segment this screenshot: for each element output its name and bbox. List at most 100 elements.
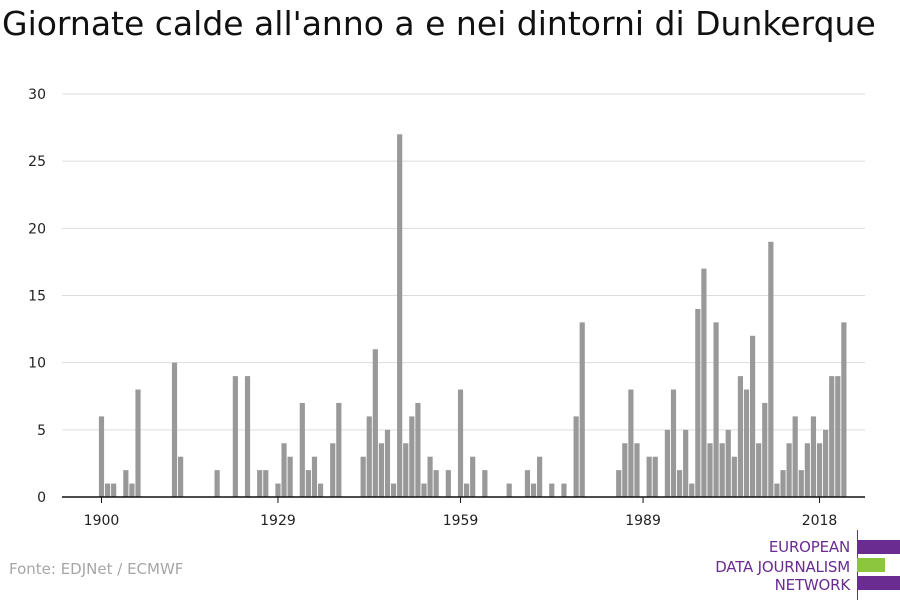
bar-2003 — [725, 429, 731, 497]
bar-1988 — [634, 443, 640, 497]
bar-1991 — [652, 456, 658, 497]
bar-1947 — [384, 429, 391, 497]
bar-2020 — [829, 376, 835, 497]
bar-1946 — [378, 443, 385, 497]
bar-2005 — [737, 376, 744, 497]
bar-1955 — [433, 470, 439, 497]
bar-1979 — [579, 322, 585, 497]
bar-1934 — [305, 470, 311, 497]
bar-1948 — [390, 483, 397, 497]
bar-2017 — [810, 416, 817, 497]
bar-1931 — [287, 456, 293, 497]
bar-2002 — [719, 443, 725, 497]
bar-2001 — [713, 322, 719, 497]
bar-1936 — [317, 483, 324, 497]
logo-bar-2 — [857, 558, 885, 572]
x-tick-labels: 1900 1929 1959 1989 2018 — [84, 497, 838, 529]
bar-1959 — [457, 389, 464, 497]
bar-1905 — [129, 483, 135, 497]
y-tick-label: 30 — [28, 87, 46, 103]
bar-1987 — [628, 389, 634, 497]
bar-2007 — [750, 335, 756, 497]
bars — [98, 134, 847, 498]
bar-1919 — [214, 470, 220, 497]
bar-2015 — [798, 470, 804, 497]
bar-1951 — [409, 416, 415, 497]
bar-2000 — [707, 443, 713, 497]
bar-2018 — [816, 443, 823, 497]
bar-2012 — [780, 470, 786, 497]
bar-1997 — [689, 483, 695, 497]
bar-1935 — [311, 456, 318, 497]
bar-2008 — [756, 443, 762, 497]
bar-1998 — [695, 308, 701, 497]
x-tick-label: 1929 — [260, 513, 296, 529]
bar-1900 — [98, 416, 105, 497]
bar-1913 — [178, 456, 184, 497]
bar-1933 — [299, 402, 305, 497]
bar-1960 — [464, 483, 470, 497]
bar-2010 — [768, 241, 774, 497]
y-tick-label: 5 — [37, 423, 46, 439]
bar-2021 — [835, 376, 841, 497]
y-tick-labels: 0 5 10 15 20 25 30 — [28, 87, 46, 506]
bar-1927 — [263, 470, 269, 497]
bar-1912 — [171, 362, 178, 497]
bar-1939 — [336, 402, 342, 497]
bar-1901 — [104, 483, 111, 497]
bar-1929 — [275, 483, 281, 497]
bar-1930 — [281, 443, 287, 497]
bar-1954 — [427, 456, 433, 497]
bar-1922 — [232, 376, 238, 497]
bar-1993 — [664, 429, 670, 497]
x-tick-label: 1900 — [84, 513, 120, 529]
logo-line-1: EUROPEAN — [768, 538, 850, 556]
bar-1963 — [482, 470, 488, 497]
bar-2016 — [804, 443, 810, 497]
bar-2004 — [731, 456, 737, 497]
bar-1945 — [372, 349, 378, 497]
bar-1938 — [330, 443, 336, 497]
y-tick-label: 0 — [37, 490, 46, 506]
y-tick-label: 20 — [28, 221, 46, 237]
bar-2009 — [762, 402, 768, 497]
bar-1971 — [530, 483, 537, 497]
bar-1904 — [123, 470, 129, 497]
bar-1967 — [506, 483, 512, 497]
bar-1970 — [524, 470, 531, 497]
bar-1952 — [415, 402, 421, 497]
x-tick-label: 1989 — [625, 513, 661, 529]
bar-1999 — [701, 268, 707, 497]
logo-line-2: DATA JOURNALISM — [715, 558, 850, 576]
bar-1974 — [549, 483, 555, 497]
bar-2014 — [792, 416, 798, 497]
bar-1926 — [257, 470, 263, 497]
bar-1972 — [537, 456, 543, 497]
bar-1902 — [111, 483, 117, 497]
bar-2011 — [774, 483, 780, 497]
bar-1985 — [616, 470, 622, 497]
y-tick-label: 25 — [28, 154, 46, 170]
bar-1953 — [421, 483, 427, 497]
bar-2006 — [743, 389, 750, 497]
bar-1944 — [366, 416, 372, 497]
x-tick-label: 2018 — [802, 513, 838, 529]
bar-1976 — [561, 483, 567, 497]
bar-1906 — [135, 389, 141, 497]
y-tick-label: 10 — [28, 356, 46, 372]
y-tick-label: 15 — [28, 289, 46, 305]
logo-bar-1 — [857, 540, 900, 554]
bar-2013 — [786, 443, 792, 497]
bar-1990 — [646, 456, 652, 497]
bar-1943 — [360, 456, 366, 497]
bar-1924 — [244, 376, 251, 497]
bar-1949 — [397, 134, 403, 498]
bar-1950 — [403, 443, 409, 497]
bar-1996 — [683, 429, 689, 497]
x-tick-label: 1959 — [443, 513, 479, 529]
bar-2019 — [823, 429, 829, 497]
bar-1994 — [670, 389, 677, 497]
bar-1957 — [445, 470, 451, 497]
edjnet-logo: EUROPEAN DATA JOURNALISM NETWORK — [690, 530, 900, 600]
